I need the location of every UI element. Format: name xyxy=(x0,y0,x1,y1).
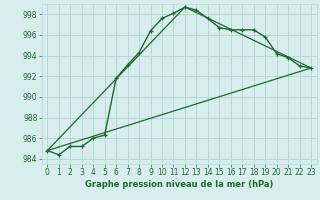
X-axis label: Graphe pression niveau de la mer (hPa): Graphe pression niveau de la mer (hPa) xyxy=(85,180,273,189)
